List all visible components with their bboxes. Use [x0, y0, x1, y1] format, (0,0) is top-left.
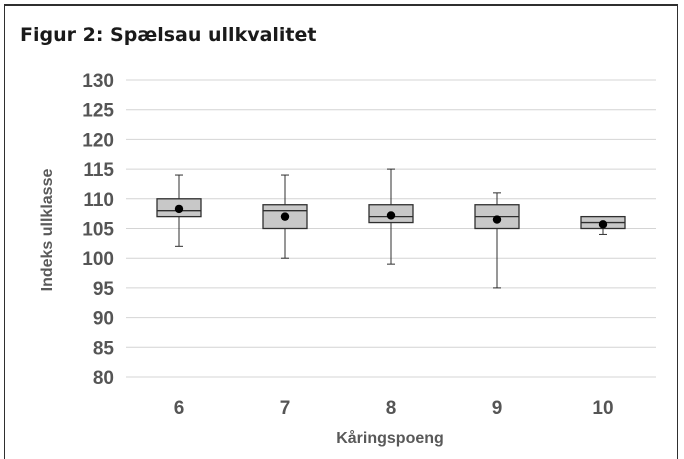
chart-title: Figur 2: Spælsau ullkvalitet — [20, 24, 317, 46]
y-tick-labels: 80 85 90 95 100 105 110 115 120 125 130 — [82, 71, 114, 389]
mean-marker-6 — [174, 204, 184, 214]
box-10 — [580, 215, 626, 235]
mean-marker-10 — [598, 220, 608, 229]
x-axis-label: Kåringspoeng — [336, 429, 444, 447]
y-tick-80: 80 — [93, 368, 114, 389]
mean-marker-8 — [386, 211, 396, 220]
y-tick-120: 120 — [82, 130, 114, 151]
y-tick-95: 95 — [93, 279, 115, 300]
x-tick-8: 8 — [386, 398, 397, 419]
y-tick-100: 100 — [82, 249, 114, 270]
y-tick-90: 90 — [93, 309, 114, 330]
y-tick-125: 125 — [82, 101, 114, 122]
x-tick-9: 9 — [492, 398, 503, 419]
x-tick-6: 6 — [174, 398, 185, 419]
mean-marker-7 — [280, 212, 290, 221]
y-axis-label: Indeks ullklasse — [39, 169, 56, 292]
y-tick-105: 105 — [82, 220, 114, 241]
box-series — [156, 168, 626, 289]
box-7 — [262, 174, 308, 259]
y-tick-110: 110 — [83, 190, 114, 211]
box-8 — [368, 168, 414, 265]
y-tick-115: 115 — [83, 160, 114, 181]
y-tick-130: 130 — [82, 71, 114, 92]
y-tick-85: 85 — [93, 338, 115, 359]
mean-marker-9 — [492, 215, 502, 224]
box-9 — [474, 192, 520, 289]
x-tick-7: 7 — [280, 398, 291, 419]
box-6 — [156, 174, 202, 247]
x-tick-labels: 6 7 8 9 10 — [174, 398, 614, 419]
x-tick-10: 10 — [592, 398, 613, 419]
